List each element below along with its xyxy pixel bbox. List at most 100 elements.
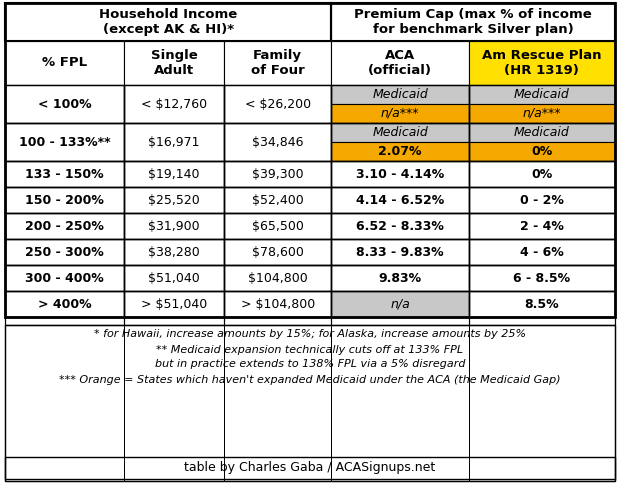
Bar <box>125 41 224 85</box>
Text: n/a: n/a <box>390 298 410 311</box>
Text: Am Rescue Plan
(HR 1319): Am Rescue Plan (HR 1319) <box>482 49 601 77</box>
Bar <box>332 265 469 291</box>
Bar <box>125 213 224 239</box>
Text: 8.5%: 8.5% <box>525 298 559 311</box>
Bar <box>5 41 125 85</box>
Bar <box>224 239 332 265</box>
Bar <box>5 213 125 239</box>
Text: $31,900: $31,900 <box>148 220 200 232</box>
Text: > $104,800: > $104,800 <box>241 298 315 311</box>
Text: Medicaid: Medicaid <box>514 88 570 101</box>
Bar <box>469 41 615 85</box>
Text: Single
Adult: Single Adult <box>151 49 198 77</box>
Text: % FPL: % FPL <box>42 57 87 70</box>
Text: $38,280: $38,280 <box>148 245 200 258</box>
Bar <box>224 123 332 161</box>
Bar <box>224 161 332 187</box>
Bar <box>332 3 615 41</box>
Bar <box>125 213 224 239</box>
Bar <box>5 123 125 161</box>
Text: $25,520: $25,520 <box>148 194 200 207</box>
Bar <box>5 325 615 481</box>
Bar <box>224 291 332 317</box>
Bar <box>332 187 469 213</box>
Bar <box>5 85 125 123</box>
Bar <box>5 85 125 123</box>
Bar <box>5 457 615 479</box>
Bar <box>5 161 125 187</box>
Bar <box>224 265 332 291</box>
Bar <box>469 123 615 142</box>
Bar <box>224 187 332 213</box>
Text: 300 - 400%: 300 - 400% <box>25 272 104 285</box>
Bar <box>469 265 615 291</box>
Text: $65,500: $65,500 <box>252 220 304 232</box>
Bar <box>332 41 469 85</box>
Bar <box>469 187 615 213</box>
Bar <box>469 161 615 187</box>
Text: < $26,200: < $26,200 <box>245 97 311 110</box>
Bar <box>332 104 469 123</box>
Text: Medicaid: Medicaid <box>372 126 428 139</box>
Bar <box>332 161 469 187</box>
Bar <box>469 141 615 142</box>
Bar <box>125 187 224 213</box>
Bar <box>125 123 224 161</box>
Text: *** Orange = States which haven't expanded Medicaid under the ACA (the Medicaid : *** Orange = States which haven't expand… <box>59 375 561 385</box>
Bar <box>224 187 332 213</box>
Text: Medicaid: Medicaid <box>372 88 428 101</box>
Text: Household Income
(except AK & HI)*: Household Income (except AK & HI)* <box>99 8 237 36</box>
Bar <box>5 291 125 317</box>
Bar <box>469 291 615 317</box>
Text: ACA
(official): ACA (official) <box>368 49 432 77</box>
Text: 2 - 4%: 2 - 4% <box>520 220 564 232</box>
Text: 2.07%: 2.07% <box>378 145 422 158</box>
Text: Medicaid: Medicaid <box>514 126 570 139</box>
Bar <box>469 291 615 317</box>
Bar <box>469 85 615 104</box>
Bar <box>332 291 469 317</box>
Bar <box>224 85 332 123</box>
Bar <box>332 123 469 142</box>
Bar <box>469 85 615 123</box>
Text: 133 - 150%: 133 - 150% <box>25 167 104 181</box>
Bar <box>224 317 332 325</box>
Bar <box>5 187 125 213</box>
Bar <box>125 187 224 213</box>
Bar <box>469 142 615 161</box>
Text: n/a***: n/a*** <box>523 107 561 120</box>
Bar <box>5 161 125 187</box>
Bar <box>5 239 125 265</box>
Bar <box>332 123 469 161</box>
Text: > 400%: > 400% <box>38 298 92 311</box>
Bar <box>5 265 125 291</box>
Bar <box>5 317 125 325</box>
Bar <box>332 85 469 123</box>
Text: 150 - 200%: 150 - 200% <box>25 194 104 207</box>
Bar <box>332 161 469 187</box>
Bar <box>332 239 469 265</box>
Text: 9.83%: 9.83% <box>378 272 422 285</box>
Text: $16,971: $16,971 <box>148 136 200 149</box>
Bar <box>469 213 615 239</box>
Bar <box>469 213 615 239</box>
Bar <box>125 85 224 123</box>
Bar <box>332 239 469 265</box>
Bar <box>224 41 332 85</box>
Bar <box>5 317 615 325</box>
Bar <box>125 265 224 291</box>
Bar <box>332 141 469 142</box>
Bar <box>332 291 469 317</box>
Text: < 100%: < 100% <box>38 97 92 110</box>
Bar <box>332 85 469 104</box>
Bar <box>5 3 332 41</box>
Text: * for Hawaii, increase amounts by 15%; for Alaska, increase amounts by 25%: * for Hawaii, increase amounts by 15%; f… <box>94 329 526 339</box>
Bar <box>332 213 469 239</box>
Bar <box>469 123 615 161</box>
Text: 4.14 - 6.52%: 4.14 - 6.52% <box>356 194 444 207</box>
Text: Family
of Four: Family of Four <box>250 49 304 77</box>
Bar <box>5 325 615 481</box>
Bar <box>5 291 125 317</box>
Bar <box>469 317 615 325</box>
Bar <box>125 239 224 265</box>
